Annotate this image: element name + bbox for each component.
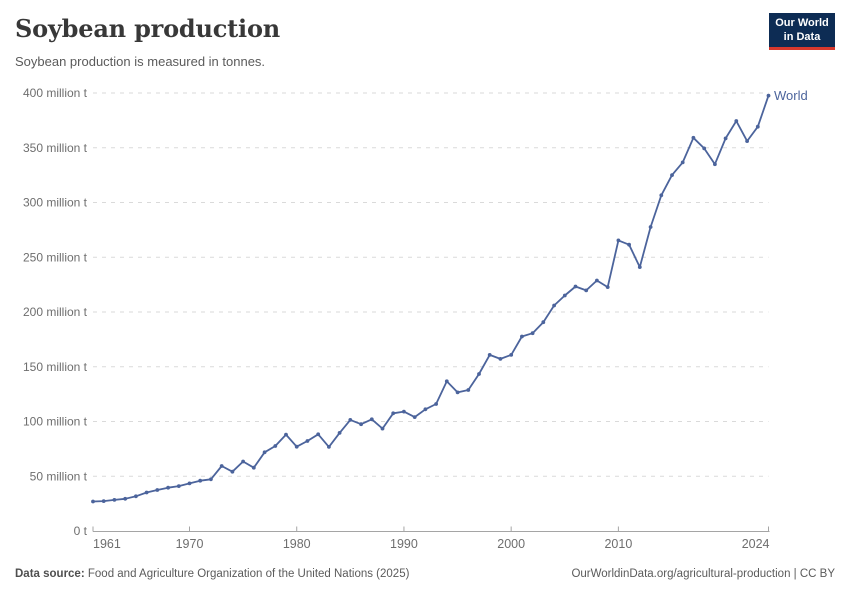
data-point[interactable] <box>530 331 535 336</box>
logo-line2: in Data <box>783 30 821 43</box>
data-point[interactable] <box>380 426 385 431</box>
svg-text:100 million t: 100 million t <box>23 415 88 429</box>
data-point[interactable] <box>359 422 363 427</box>
svg-text:1990: 1990 <box>390 537 418 551</box>
data-point[interactable] <box>112 498 117 502</box>
svg-text:50 million t: 50 million t <box>30 469 88 483</box>
data-point[interactable] <box>187 481 192 486</box>
data-point[interactable] <box>294 444 299 449</box>
y-gridlines <box>93 92 769 477</box>
svg-text:1980: 1980 <box>283 537 311 551</box>
data-point[interactable] <box>134 494 138 499</box>
data-source-label: Data source: <box>15 568 85 580</box>
data-point[interactable] <box>273 444 278 448</box>
data-point[interactable] <box>101 499 106 503</box>
chart-subtitle: Soybean production is measured in tonnes… <box>15 54 266 69</box>
data-point[interactable] <box>166 485 171 490</box>
owid-logo[interactable]: Our World in Data <box>769 13 835 50</box>
svg-text:1961: 1961 <box>93 537 121 551</box>
x-axis: 1961 1970 1980 1990 2000 2010 2024 <box>92 526 770 551</box>
data-point[interactable] <box>241 459 246 464</box>
data-point[interactable] <box>766 93 771 98</box>
data-point[interactable] <box>455 390 460 395</box>
data-point[interactable] <box>498 357 503 361</box>
data-point[interactable] <box>552 303 556 308</box>
data-point[interactable] <box>723 136 728 141</box>
data-point[interactable] <box>402 409 406 414</box>
svg-text:2010: 2010 <box>604 537 632 551</box>
data-point[interactable] <box>230 469 235 474</box>
data-point[interactable] <box>316 432 321 437</box>
data-point[interactable] <box>562 293 567 298</box>
data-point[interactable] <box>691 135 696 140</box>
data-point[interactable] <box>734 119 739 123</box>
data-point[interactable] <box>520 334 524 339</box>
data-point[interactable] <box>305 439 310 443</box>
data-point[interactable] <box>176 484 181 488</box>
svg-text:200 million t: 200 million t <box>23 305 88 319</box>
svg-text:400 million t: 400 million t <box>23 86 88 100</box>
svg-text:300 million t: 300 million t <box>23 196 88 210</box>
data-point[interactable] <box>466 388 471 392</box>
data-source-text: Food and Agriculture Organization of the… <box>87 568 410 580</box>
data-point[interactable] <box>605 285 610 289</box>
data-point[interactable] <box>123 496 128 501</box>
series-end-label[interactable]: World <box>774 88 808 103</box>
data-point[interactable] <box>616 238 621 243</box>
footer-citation-link[interactable]: OurWorldinData.org/agricultural-producti… <box>571 568 835 580</box>
data-point[interactable] <box>251 465 256 470</box>
data-point[interactable] <box>713 162 717 167</box>
svg-text:2000: 2000 <box>497 537 525 551</box>
data-point[interactable] <box>659 193 664 198</box>
data-point[interactable] <box>327 445 331 449</box>
data-point[interactable] <box>637 265 642 269</box>
data-point[interactable] <box>487 353 492 357</box>
data-point[interactable] <box>584 288 589 293</box>
svg-text:250 million t: 250 million t <box>23 250 88 264</box>
data-point[interactable] <box>91 499 95 504</box>
svg-text:0 t: 0 t <box>74 524 88 538</box>
data-point[interactable] <box>702 146 707 151</box>
data-point[interactable] <box>423 407 428 412</box>
svg-text:1970: 1970 <box>176 537 204 551</box>
data-point[interactable] <box>755 124 760 129</box>
data-point[interactable] <box>595 278 599 283</box>
svg-text:350 million t: 350 million t <box>23 141 88 155</box>
data-point[interactable] <box>391 411 396 416</box>
data-point[interactable] <box>434 402 438 406</box>
data-point[interactable] <box>369 417 374 422</box>
series-line[interactable] <box>92 94 770 503</box>
data-point[interactable] <box>541 320 546 325</box>
data-point[interactable] <box>209 477 213 482</box>
data-point[interactable] <box>198 478 203 483</box>
data-point[interactable] <box>477 372 481 376</box>
logo-line1: Our World <box>775 17 829 29</box>
data-point[interactable] <box>648 225 653 229</box>
data-point[interactable] <box>262 450 267 455</box>
data-point[interactable] <box>348 418 353 422</box>
chart-title: Soybean production <box>15 14 281 43</box>
data-point[interactable] <box>144 490 149 495</box>
data-point[interactable] <box>444 379 449 384</box>
data-point[interactable] <box>509 353 514 357</box>
data-point[interactable] <box>670 173 674 178</box>
data-point[interactable] <box>284 432 288 437</box>
y-axis-labels: 0 t 50 million t 100 million t 150 million … <box>23 86 88 538</box>
svg-text:150 million t: 150 million t <box>23 360 88 374</box>
data-point[interactable] <box>412 415 417 419</box>
chart-footer: Data source: Food and Agriculture Organi… <box>15 568 835 580</box>
data-point[interactable] <box>337 431 342 435</box>
data-point[interactable] <box>627 242 631 247</box>
data-source: Data source: Food and Agriculture Organi… <box>15 568 409 580</box>
data-point[interactable] <box>680 160 685 165</box>
svg-text:2024: 2024 <box>742 537 770 551</box>
data-point[interactable] <box>219 464 224 468</box>
data-point[interactable] <box>573 284 578 289</box>
data-point[interactable] <box>745 139 749 144</box>
data-point[interactable] <box>155 488 160 492</box>
series-world[interactable]: World <box>91 88 808 504</box>
